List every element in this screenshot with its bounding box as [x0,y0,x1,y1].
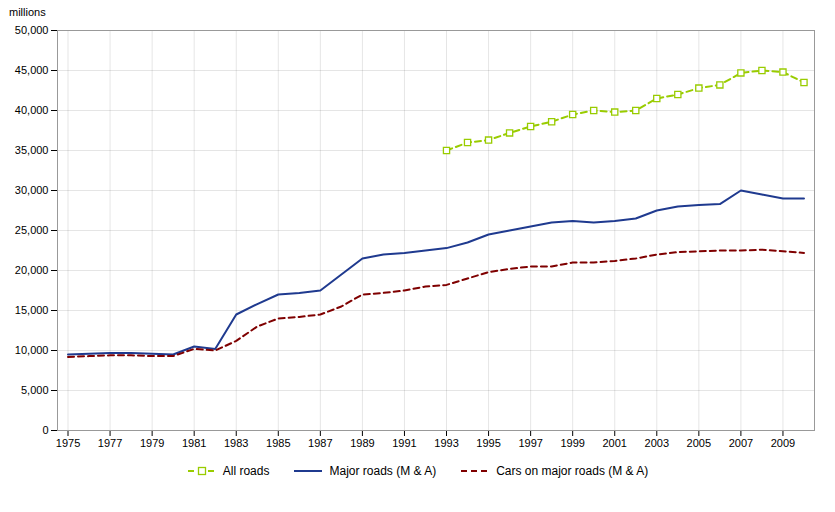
svg-text:0: 0 [42,424,48,436]
svg-text:1991: 1991 [392,437,416,449]
svg-text:15,000: 15,000 [15,304,49,316]
svg-text:20,000: 20,000 [15,264,49,276]
svg-text:5,000: 5,000 [21,384,49,396]
html-text:Cars on major roads (M & A): Cars on major roads (M & A) [496,464,649,478]
svg-text:25,000: 25,000 [15,224,49,236]
svg-text:1999: 1999 [560,437,584,449]
svg-text:50,000: 50,000 [15,24,49,36]
svg-text:1989: 1989 [350,437,374,449]
html-text:millions: millions [9,6,46,18]
svg-text:2001: 2001 [602,437,626,449]
svg-text:1993: 1993 [434,437,458,449]
svg-text:45,000: 45,000 [15,64,49,76]
svg-text:1987: 1987 [308,437,332,449]
svg-text:1975: 1975 [56,437,80,449]
svg-text:1995: 1995 [476,437,500,449]
svg-text:1997: 1997 [518,437,542,449]
svg-text:2005: 2005 [687,437,711,449]
svg-text:10,000: 10,000 [15,344,49,356]
html-text:Major roads (M & A): Major roads (M & A) [329,464,437,478]
svg-text:1979: 1979 [140,437,164,449]
html-text:All roads: All roads [222,464,270,478]
svg-text:2009: 2009 [771,437,795,449]
svg-text:1981: 1981 [182,437,206,449]
svg-text:1983: 1983 [224,437,248,449]
svg-text:30,000: 30,000 [15,184,49,196]
svg-text:2003: 2003 [645,437,669,449]
svg-text:2007: 2007 [729,437,753,449]
svg-text:1985: 1985 [266,437,290,449]
svg-text:40,000: 40,000 [15,104,49,116]
svg-text:35,000: 35,000 [15,144,49,156]
svg-text:1977: 1977 [98,437,122,449]
